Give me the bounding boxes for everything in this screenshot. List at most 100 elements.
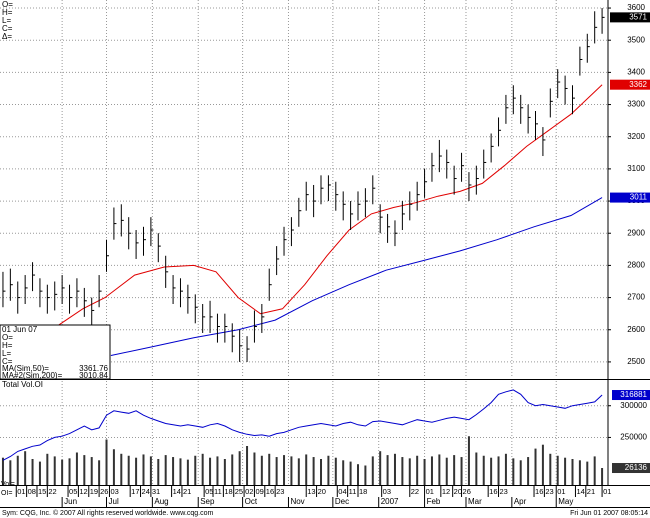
info-label: O= bbox=[2, 333, 13, 342]
info-ma-name: MA(Sim,50)= bbox=[2, 364, 49, 373]
month-label: Oct bbox=[245, 497, 258, 506]
x-tick-label: 08 bbox=[28, 487, 36, 496]
volume-bar bbox=[305, 454, 308, 485]
ohlc-label: H= bbox=[2, 8, 13, 17]
y-tick-label: 3100 bbox=[627, 164, 645, 173]
volume-bar bbox=[342, 460, 345, 485]
volume-bar bbox=[9, 460, 12, 485]
y-tick-label: 2600 bbox=[627, 325, 645, 334]
x-tick-label: 17 bbox=[131, 487, 139, 496]
y-tick-label: 2500 bbox=[627, 357, 645, 366]
volume-bar bbox=[490, 457, 493, 485]
volume-bar bbox=[194, 455, 197, 485]
value-label: 3011 bbox=[630, 193, 648, 202]
x-tick-label: 23 bbox=[500, 487, 508, 496]
month-label: Dec bbox=[335, 497, 349, 506]
volume-bar bbox=[38, 461, 41, 485]
volume-bar bbox=[209, 457, 212, 485]
x-tick-label: 03 bbox=[383, 487, 391, 496]
volume-bar bbox=[53, 456, 56, 485]
moving-average bbox=[51, 84, 603, 331]
volume-bar bbox=[379, 451, 382, 485]
x-tick-label: 14 bbox=[576, 487, 584, 496]
volume-bar bbox=[142, 454, 145, 485]
y-tick-label: 2800 bbox=[627, 261, 645, 270]
month-label: May bbox=[558, 497, 573, 506]
volume-bar bbox=[260, 455, 263, 485]
value-label: 26136 bbox=[625, 463, 648, 472]
volume-bar bbox=[438, 454, 441, 485]
y-tick-label: 3200 bbox=[627, 132, 645, 141]
x-tick-label: 31 bbox=[152, 487, 160, 496]
volume-bar bbox=[453, 455, 456, 485]
x-tick-label: 22 bbox=[48, 487, 56, 496]
volume-bar bbox=[75, 452, 78, 485]
volume-bar bbox=[253, 452, 256, 485]
x-tick-label: 18 bbox=[359, 487, 367, 496]
y-tick-label: 3600 bbox=[627, 3, 645, 12]
volume-bar bbox=[401, 457, 404, 485]
x-tick-label: 26 bbox=[100, 487, 108, 496]
x-tick-label: 01 bbox=[603, 487, 611, 496]
value-label: 316881 bbox=[620, 390, 647, 399]
volume-bar bbox=[112, 449, 115, 485]
month-label: Jun bbox=[64, 497, 77, 506]
volume-bar bbox=[445, 457, 448, 485]
x-tick-label: 12 bbox=[79, 487, 87, 496]
volume-bar bbox=[571, 459, 574, 485]
volume-bar bbox=[556, 455, 559, 485]
volume-bar bbox=[593, 456, 596, 485]
month-label: 2007 bbox=[381, 497, 399, 506]
volume-bar bbox=[46, 453, 49, 485]
volume-bar bbox=[497, 456, 500, 485]
x-tick-label: 13 bbox=[307, 487, 315, 496]
legend-entry: Vol= bbox=[1, 481, 15, 488]
info-label: L= bbox=[2, 349, 11, 358]
volume-bar bbox=[105, 439, 108, 485]
volume-bar bbox=[297, 458, 300, 485]
volume-bar bbox=[430, 456, 433, 485]
open-interest-line bbox=[2, 389, 603, 461]
volume-bar bbox=[157, 459, 160, 485]
volume-bar bbox=[482, 455, 485, 485]
volume-bar bbox=[549, 453, 552, 485]
x-tick-label: 01 bbox=[557, 487, 565, 496]
value-label-box bbox=[610, 12, 650, 23]
x-tick-label: 11 bbox=[349, 487, 357, 496]
value-label: 3571 bbox=[629, 12, 647, 21]
volume-bar bbox=[504, 453, 507, 485]
x-tick-label: 19 bbox=[90, 487, 98, 496]
ohlc-label: Δ= bbox=[2, 32, 12, 41]
volume-bar bbox=[231, 454, 234, 485]
volume-bar bbox=[527, 457, 530, 485]
ohlc-label: O= bbox=[2, 0, 13, 9]
volume-bar bbox=[127, 455, 130, 485]
ohlc-label: C= bbox=[2, 24, 13, 33]
x-tick-label: 25 bbox=[235, 487, 243, 496]
legend-entry: OI= bbox=[1, 490, 12, 497]
value-label-box bbox=[612, 390, 650, 401]
volume-bar bbox=[327, 455, 330, 485]
volume-bar bbox=[312, 457, 315, 485]
volume-bar bbox=[460, 457, 463, 485]
moving-average bbox=[110, 197, 603, 356]
x-tick-label: 21 bbox=[587, 487, 595, 496]
volume-bar bbox=[423, 459, 426, 485]
volume-bar bbox=[216, 456, 219, 485]
volume-bar bbox=[186, 459, 189, 485]
volume-bar bbox=[135, 457, 138, 485]
value-label-box bbox=[610, 79, 650, 90]
volume-bar bbox=[349, 461, 352, 485]
volume-bar bbox=[164, 455, 167, 485]
volume-bar bbox=[564, 457, 567, 485]
volume-title: Total Vol.OI bbox=[2, 380, 43, 389]
volume-bar bbox=[223, 459, 226, 485]
x-tick-label: 01 bbox=[426, 487, 434, 496]
footer-right: Fri Jun 01 2007 08:05:14 bbox=[570, 510, 648, 517]
info-box bbox=[0, 324, 111, 380]
y-tick-label: 3400 bbox=[627, 67, 645, 76]
x-tick-label: 02 bbox=[245, 487, 253, 496]
volume-bar bbox=[408, 458, 411, 485]
ohlc-label: L= bbox=[2, 16, 11, 25]
